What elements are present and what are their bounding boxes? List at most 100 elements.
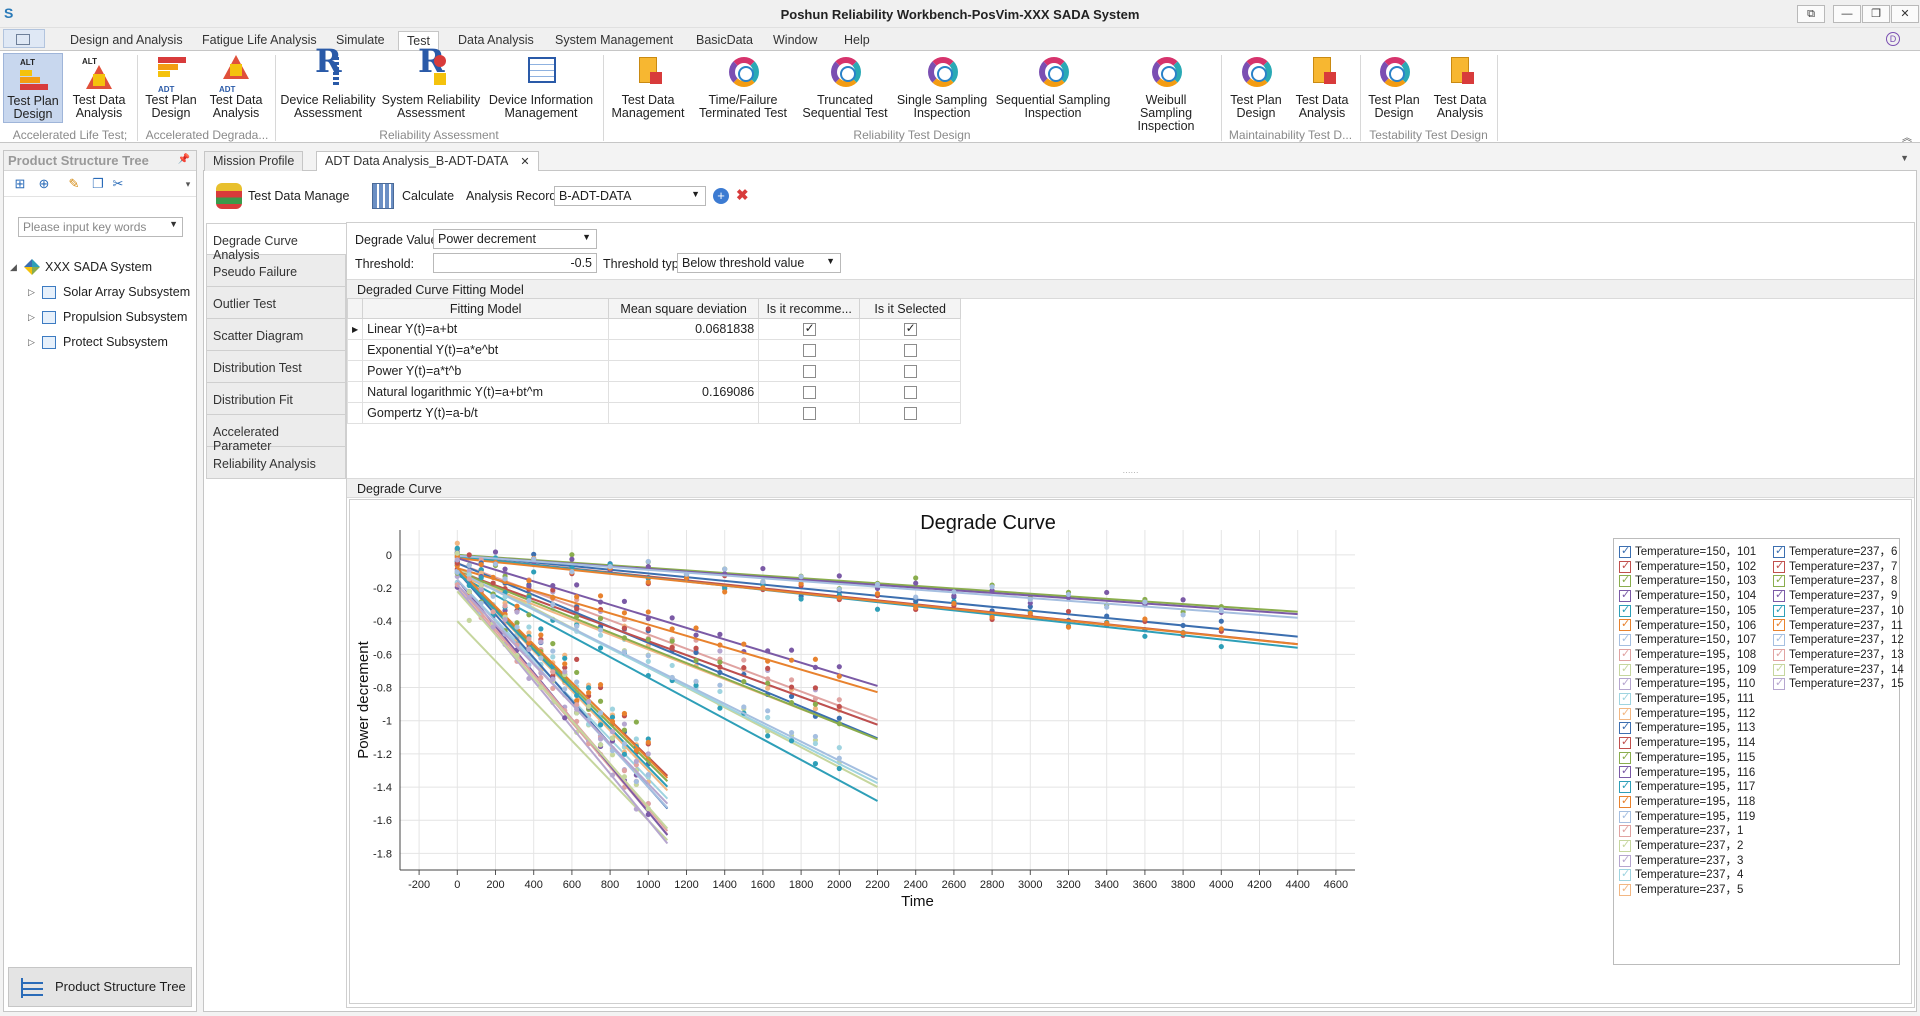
tab-list-icon[interactable]: ▼ xyxy=(1900,153,1909,163)
expand-arrow-icon[interactable]: ▷ xyxy=(28,312,35,322)
tab-window[interactable]: Window xyxy=(773,33,818,47)
skin-icon[interactable]: D xyxy=(1886,32,1900,46)
tab-simulate[interactable]: Simulate xyxy=(336,33,385,47)
testab-test-data-analysis-button[interactable]: Test Data Analysis xyxy=(1429,53,1491,123)
side-tab-scatter-diagram[interactable]: Scatter Diagram xyxy=(206,319,346,351)
legend-checkbox[interactable] xyxy=(1619,823,1631,838)
adt-test-data-analysis-button[interactable]: ADT Test Data Analysis xyxy=(206,53,266,123)
legend-item[interactable]: Temperature=237，6 xyxy=(1773,544,1897,560)
minimize-button[interactable]: — xyxy=(1833,5,1861,23)
recommended-checkbox[interactable] xyxy=(802,344,816,358)
legend-checkbox[interactable] xyxy=(1773,603,1785,617)
legend-checkbox[interactable] xyxy=(1619,882,1631,897)
legend-item[interactable]: Temperature=195，112 xyxy=(1619,706,1755,722)
tab-fatigue-life[interactable]: Fatigue Life Analysis xyxy=(202,33,317,47)
single-sampling-inspection-button[interactable]: Single Sampling Inspection xyxy=(896,53,988,123)
legend-item[interactable]: Temperature=237，13 xyxy=(1773,647,1904,663)
alt-test-plan-design-button[interactable]: ALT Test Plan Design xyxy=(3,53,63,123)
legend-checkbox[interactable] xyxy=(1619,779,1631,794)
legend-checkbox[interactable] xyxy=(1773,559,1785,573)
tree-search-input[interactable]: Please input key words ▼ xyxy=(18,217,183,237)
legend-checkbox[interactable] xyxy=(1619,764,1631,779)
add-child-icon[interactable]: ⊕ xyxy=(38,176,50,191)
chevron-down-icon[interactable]: ▼ xyxy=(169,219,178,229)
legend-item[interactable]: Temperature=150，107 xyxy=(1619,632,1756,648)
selected-checkbox[interactable] xyxy=(903,407,917,421)
selected-checkbox[interactable] xyxy=(903,365,917,379)
legend-checkbox[interactable] xyxy=(1619,809,1631,823)
tab-basic-data[interactable]: BasicData xyxy=(696,33,753,47)
legend-item[interactable]: Temperature=150，103 xyxy=(1619,573,1756,589)
legend-item[interactable]: Temperature=150，105 xyxy=(1619,603,1756,619)
legend-item[interactable]: Temperature=237，9 xyxy=(1773,588,1897,604)
tree-node-propulsion[interactable]: ▷ Propulsion Subsystem xyxy=(4,305,196,330)
legend-item[interactable]: Temperature=150，104 xyxy=(1619,588,1756,604)
adt-test-plan-design-button[interactable]: ADT Test Plan Design xyxy=(141,53,201,123)
selected-checkbox[interactable] xyxy=(903,386,917,400)
legend-checkbox[interactable] xyxy=(1773,662,1785,676)
threshold-type-select[interactable]: Below threshold value ▼ xyxy=(677,253,841,273)
testab-test-plan-design-button[interactable]: Test Plan Design xyxy=(1364,53,1424,123)
recommended-checkbox[interactable] xyxy=(802,321,816,337)
add-record-icon[interactable]: + xyxy=(713,188,729,204)
legend-item[interactable]: Temperature=195，119 xyxy=(1619,809,1755,825)
expand-arrow-icon[interactable]: ▷ xyxy=(28,287,35,297)
legend-checkbox[interactable] xyxy=(1619,720,1631,735)
test-data-manage-button[interactable]: Test Data Manage xyxy=(212,183,352,209)
tab-adt-data-analysis[interactable]: ADT Data Analysis_B-ADT-DATA ✕ xyxy=(316,151,539,171)
legend-item[interactable]: Temperature=195，110 xyxy=(1619,676,1755,692)
legend-checkbox[interactable] xyxy=(1619,603,1631,617)
legend-checkbox[interactable] xyxy=(1619,735,1631,750)
legend-checkbox[interactable] xyxy=(1619,588,1631,603)
cut-icon[interactable]: ✂ xyxy=(112,176,124,191)
legend-item[interactable]: Temperature=237，2 xyxy=(1619,838,1743,854)
recommended-checkbox[interactable] xyxy=(802,365,816,379)
tab-test[interactable]: Test xyxy=(398,31,439,50)
weibull-sampling-inspection-button[interactable]: Weibull Sampling Inspection xyxy=(1118,53,1214,133)
table-row[interactable]: Exponential Y(t)=a*e^bt xyxy=(346,339,962,361)
legend-item[interactable]: Temperature=237，8 xyxy=(1773,573,1897,589)
product-structure-tree-button[interactable]: Product Structure Tree xyxy=(8,967,192,1007)
legend-checkbox[interactable] xyxy=(1619,559,1631,573)
legend-checkbox[interactable] xyxy=(1619,544,1631,558)
truncated-sequential-test-button[interactable]: Truncated Sequential Test xyxy=(798,53,892,123)
legend-item[interactable]: Temperature=195，108 xyxy=(1619,647,1756,663)
side-tab-accelerated-parameter[interactable]: Accelerated Parameter xyxy=(206,415,346,453)
calculate-button[interactable]: Calculate xyxy=(368,183,454,209)
legend-checkbox[interactable] xyxy=(1773,632,1785,647)
legend-checkbox[interactable] xyxy=(1619,794,1631,808)
legend-item[interactable]: Temperature=195，113 xyxy=(1619,720,1755,736)
side-tab-pseudo-failure[interactable]: Pseudo Failure xyxy=(206,255,346,287)
legend-item[interactable]: Temperature=237，7 xyxy=(1773,559,1897,575)
legend-item[interactable]: Temperature=195，115 xyxy=(1619,750,1755,766)
expand-arrow-icon[interactable]: ▷ xyxy=(28,337,35,347)
device-reliability-assessment-button[interactable]: R Device Reliability Assessment xyxy=(280,42,376,120)
tab-mission-profile[interactable]: Mission Profile xyxy=(204,151,304,171)
table-row[interactable]: Natural logarithmic Y(t)=a+bt^m 0.169086 xyxy=(346,381,962,403)
selected-checkbox[interactable] xyxy=(903,321,917,337)
legend-item[interactable]: Temperature=237，4 xyxy=(1619,867,1743,883)
legend-checkbox[interactable] xyxy=(1619,750,1631,764)
legend-checkbox[interactable] xyxy=(1619,573,1631,588)
legend-checkbox[interactable] xyxy=(1619,617,1631,632)
tab-data-analysis[interactable]: Data Analysis xyxy=(458,33,534,47)
legend-item[interactable]: Temperature=237，15 xyxy=(1773,676,1904,692)
side-tab-degrade-curve[interactable]: Degrade Curve Analysis xyxy=(206,223,346,262)
close-tab-icon[interactable]: ✕ xyxy=(520,156,530,168)
device-information-management-button[interactable]: Device Information Management xyxy=(486,53,596,123)
table-row[interactable]: Gompertz Y(t)=a-b/t xyxy=(346,402,962,424)
degrade-value-select[interactable]: Power decrement ▼ xyxy=(433,229,597,249)
quick-access-button[interactable] xyxy=(3,29,45,48)
legend-checkbox[interactable] xyxy=(1619,706,1631,720)
legend-item[interactable]: Temperature=237，12 xyxy=(1773,632,1904,648)
legend-checkbox[interactable] xyxy=(1619,676,1631,691)
selected-checkbox[interactable] xyxy=(903,344,917,358)
collapse-ribbon-icon[interactable]: ︽ xyxy=(1902,133,1912,144)
legend-item[interactable]: Temperature=195，117 xyxy=(1619,779,1755,795)
copy-icon[interactable]: ❐ xyxy=(92,176,104,191)
collapse-arrow-icon[interactable]: ◢ xyxy=(10,262,17,272)
legend-checkbox[interactable] xyxy=(1619,691,1631,705)
legend-item[interactable]: Temperature=195，118 xyxy=(1619,794,1755,810)
legend-item[interactable]: Temperature=150，106 xyxy=(1619,617,1756,634)
threshold-input[interactable]: -0.5 xyxy=(433,253,597,273)
